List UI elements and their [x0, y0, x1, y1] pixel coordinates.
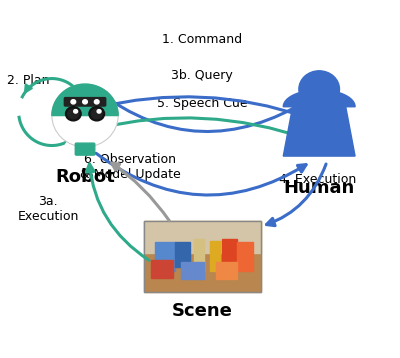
Circle shape [91, 109, 102, 119]
Text: 3a.
Execution: 3a. Execution [17, 195, 79, 223]
Polygon shape [283, 90, 355, 107]
Bar [144, 221, 261, 292]
Text: 5. Speech Cue: 5. Speech Cue [157, 97, 248, 110]
Circle shape [74, 110, 78, 113]
Bar [237, 242, 253, 271]
FancyBboxPatch shape [64, 98, 106, 106]
Text: 4. Execution: 4. Execution [278, 173, 356, 185]
Text: 2. Plan: 2. Plan [7, 74, 50, 87]
Text: Scene: Scene [172, 302, 232, 320]
Bar [175, 242, 190, 267]
Circle shape [97, 110, 101, 113]
Circle shape [299, 71, 340, 107]
Text: Robot: Robot [55, 168, 115, 186]
Circle shape [83, 100, 87, 104]
Bar [210, 241, 220, 271]
FancyBboxPatch shape [75, 143, 95, 155]
Bar [222, 239, 237, 271]
Circle shape [94, 100, 99, 104]
Text: 1. Command: 1. Command [162, 33, 242, 46]
Circle shape [89, 107, 104, 121]
Text: 6. Observation
& Model Update: 6. Observation & Model Update [80, 153, 180, 181]
Circle shape [66, 107, 81, 121]
Bar [144, 221, 261, 292]
Ellipse shape [66, 138, 104, 152]
Bar [181, 262, 204, 280]
Bar [155, 242, 175, 271]
Ellipse shape [52, 84, 118, 147]
Polygon shape [283, 107, 355, 156]
Text: 3b. Query: 3b. Query [171, 68, 233, 82]
Bar [151, 260, 173, 278]
Bar [216, 262, 237, 280]
Bar [194, 239, 204, 271]
Bar [144, 221, 261, 253]
Circle shape [68, 109, 79, 119]
Text: Human: Human [284, 179, 355, 197]
Polygon shape [52, 84, 118, 116]
Circle shape [71, 100, 76, 104]
